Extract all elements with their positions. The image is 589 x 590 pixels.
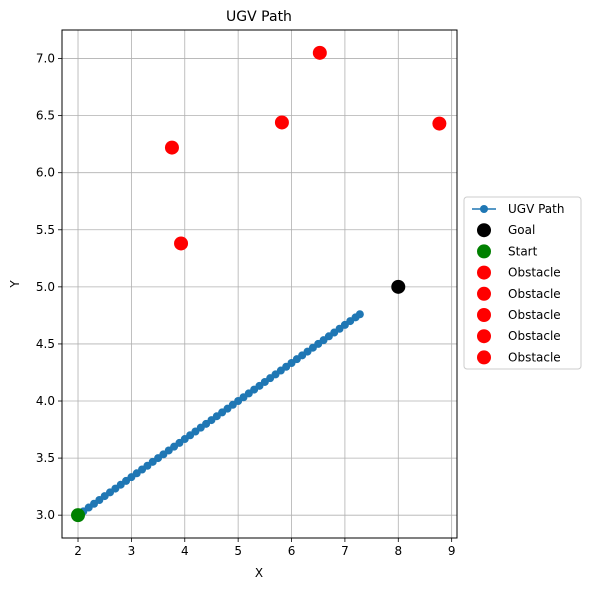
legend-marker-swatch — [477, 329, 491, 344]
y-tick-label: 3.5 — [36, 451, 55, 465]
plot-layer — [71, 45, 447, 523]
legend: UGV Path Goal Start Obstacle Obstacle Obstacl… — [463, 196, 582, 370]
x-tick-label: 5 — [234, 544, 242, 558]
x-tick-label: 9 — [448, 544, 456, 558]
x-tick-label: 2 — [74, 544, 82, 558]
tick-layer: 2 3 4 5 6 7 8 9 3.0 3.5 4.0 4.5 5.0 5.5 6.0 6.5 7.0 — [36, 52, 456, 558]
legend-label: Start — [508, 244, 538, 258]
legend-marker-swatch — [477, 265, 491, 280]
obstacle-marker — [432, 116, 447, 131]
x-axis-label: X — [255, 566, 263, 580]
legend-label: UGV Path — [508, 202, 564, 216]
y-tick-label: 7.0 — [36, 52, 55, 66]
x-tick-label: 7 — [341, 544, 349, 558]
legend-marker-swatch — [477, 286, 491, 301]
y-tick-label: 3.0 — [36, 508, 55, 522]
y-tick-label: 6.5 — [36, 109, 55, 123]
y-tick-label: 4.0 — [36, 394, 55, 408]
obstacle-marker — [274, 115, 289, 130]
legend-label: Goal — [508, 223, 535, 237]
y-tick-label: 5.5 — [36, 223, 55, 237]
obstacle-marker — [312, 45, 327, 60]
legend-marker-swatch — [477, 244, 491, 259]
legend-label: Obstacle — [508, 329, 561, 343]
y-axis-label: Y — [8, 280, 22, 289]
legend-marker-swatch — [477, 223, 491, 238]
plot-frame — [61, 29, 458, 539]
legend-label: Obstacle — [508, 308, 561, 322]
y-tick-label: 4.5 — [36, 337, 55, 351]
goal-marker — [391, 279, 406, 294]
legend-marker-swatch — [477, 350, 491, 365]
x-tick-label: 3 — [128, 544, 136, 558]
obstacle-marker — [164, 140, 179, 155]
x-tick-label: 4 — [181, 544, 189, 558]
path-point — [355, 310, 364, 319]
obstacle-marker — [174, 236, 189, 251]
x-tick-label: 6 — [288, 544, 296, 558]
grid-layer — [62, 30, 457, 538]
legend-marker-swatch — [477, 308, 491, 322]
start-marker — [71, 508, 86, 523]
chart-title: UGV Path — [226, 9, 292, 25]
y-tick-label: 5.0 — [36, 280, 55, 294]
legend-marker-swatch — [480, 205, 488, 213]
legend-frame — [463, 196, 582, 370]
y-tick-label: 6.0 — [36, 166, 55, 180]
legend-label: Obstacle — [508, 287, 561, 301]
legend-label: Obstacle — [508, 350, 561, 364]
x-tick-label: 8 — [394, 544, 402, 558]
legend-label: Obstacle — [508, 266, 561, 280]
